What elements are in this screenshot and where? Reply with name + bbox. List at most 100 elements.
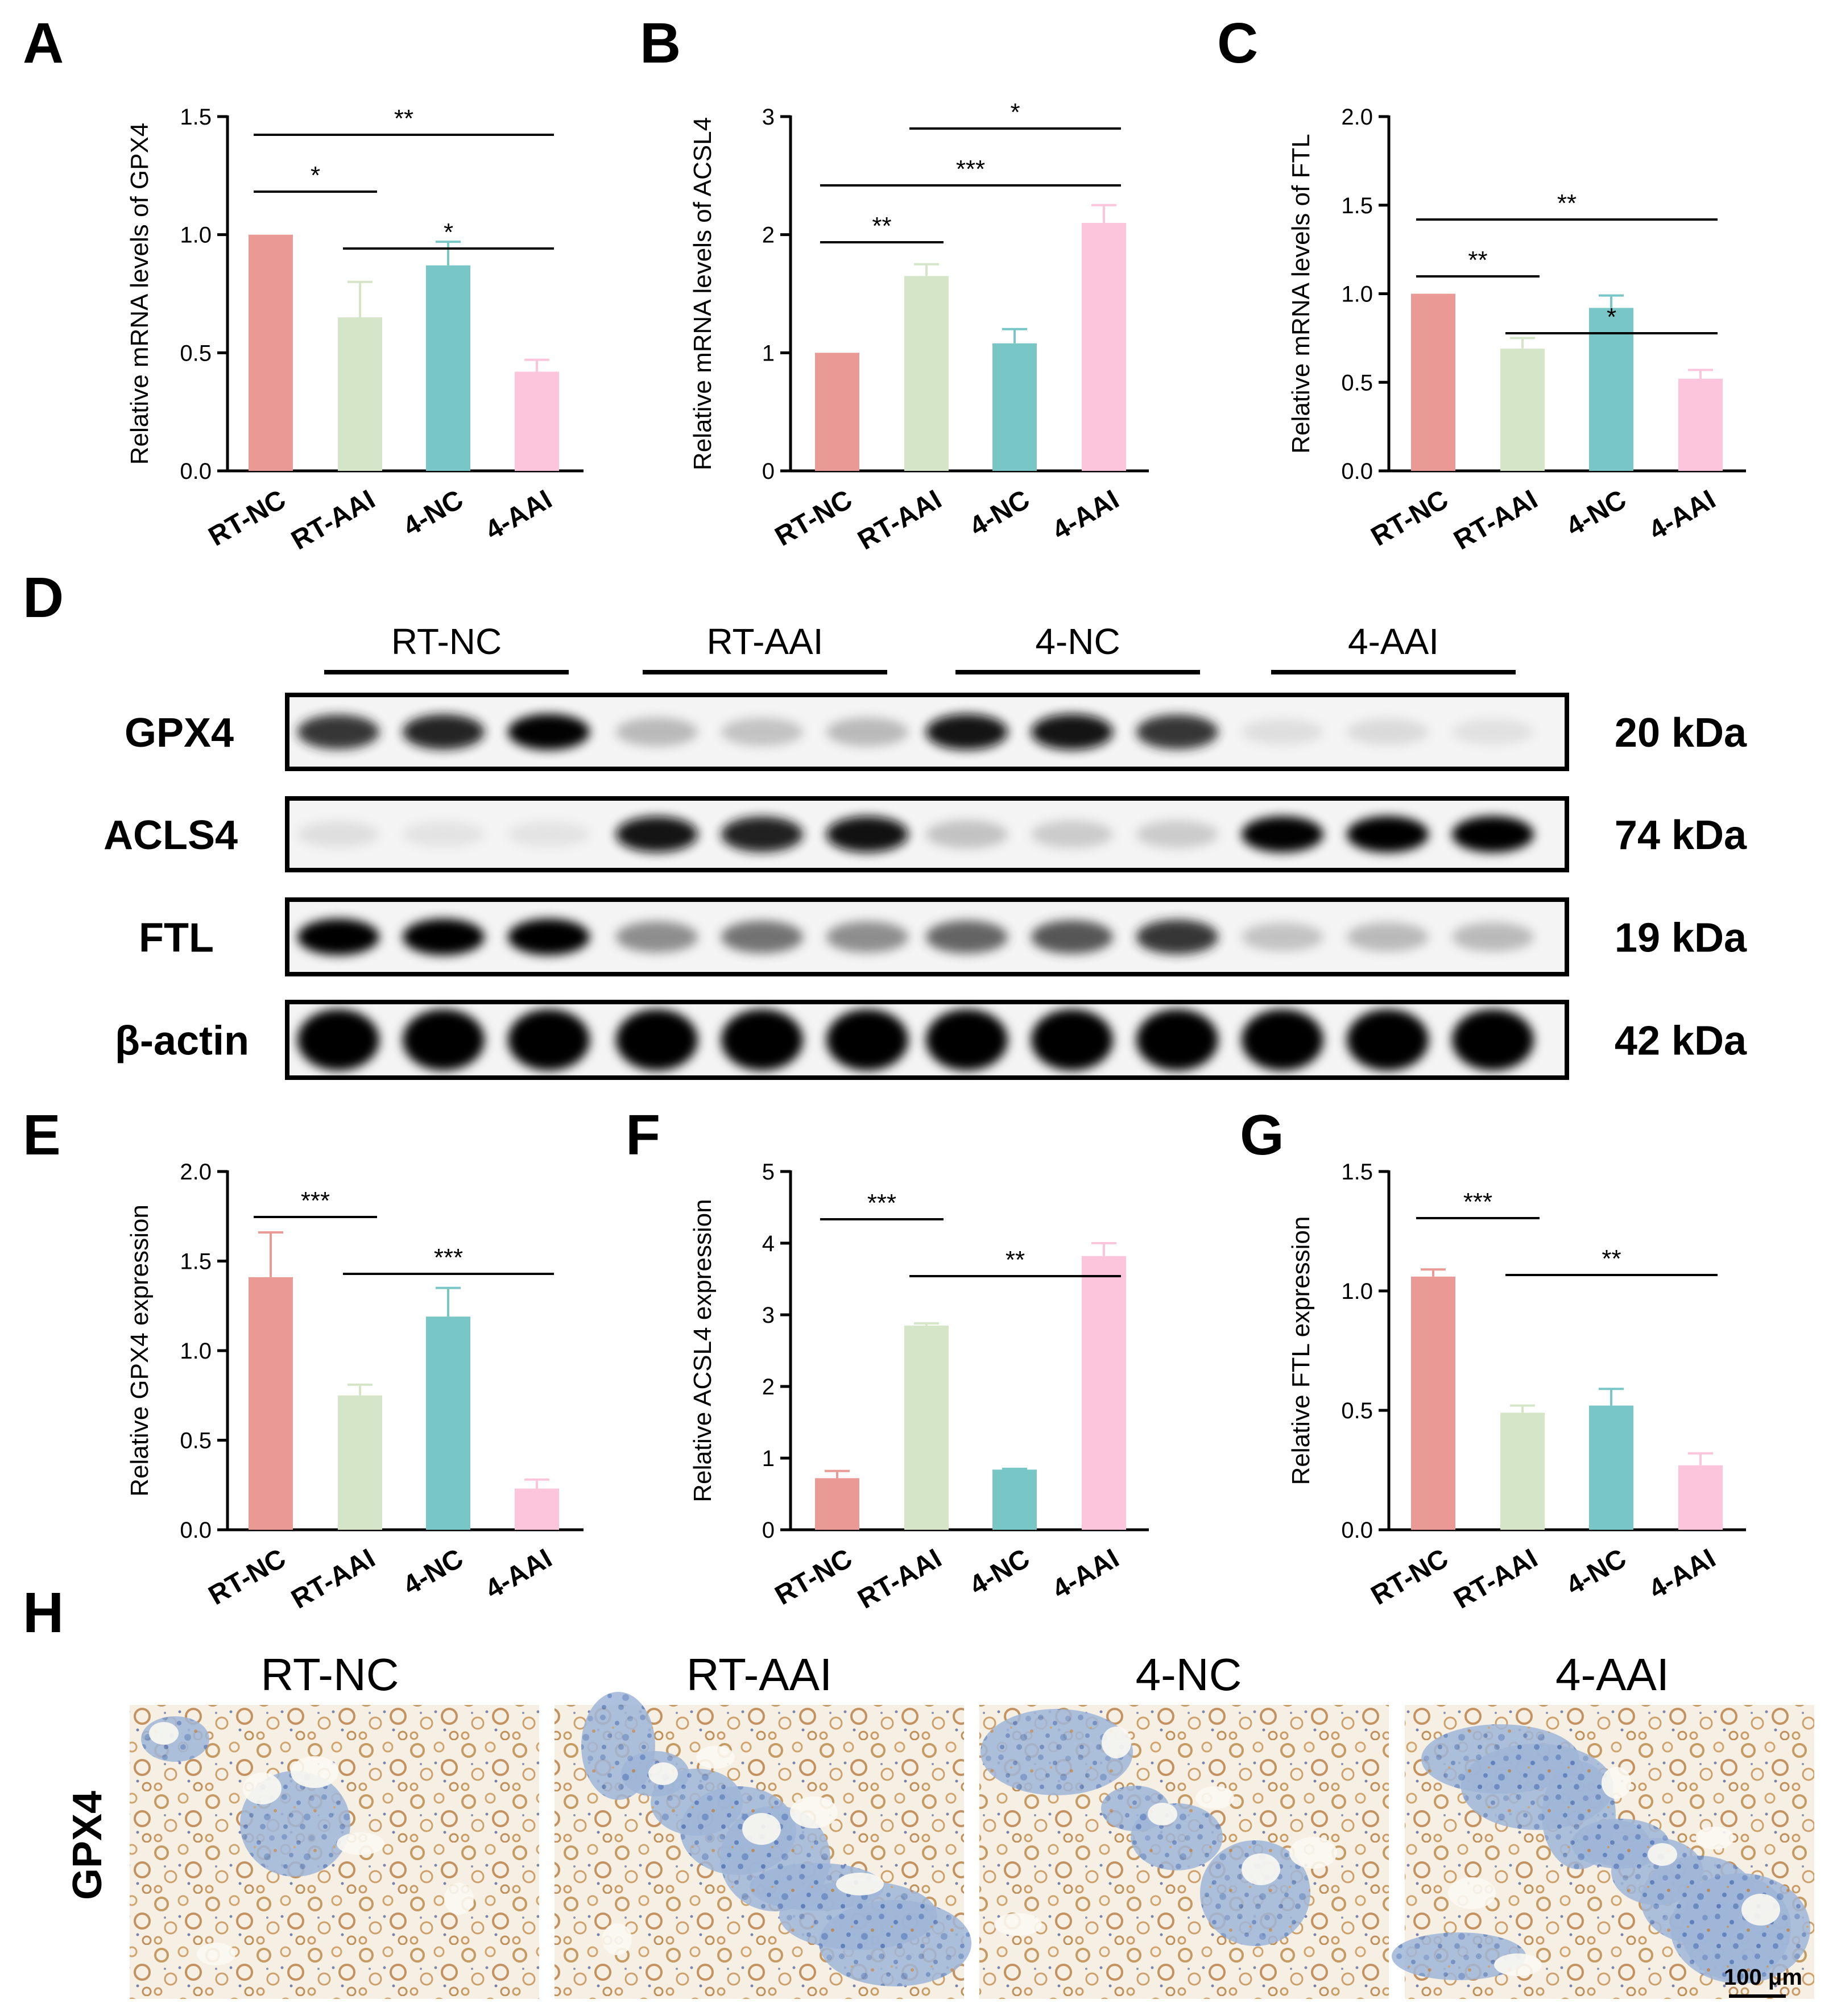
scale-bar-label: 100 μm: [1724, 1965, 1802, 1990]
panel-letter-f: F: [626, 1103, 660, 1167]
ihc-alveolar-space: [1102, 1727, 1131, 1758]
blot-band: [926, 714, 1008, 750]
ihc-column-title: 4-NC: [1136, 1649, 1242, 1700]
x-tick-label: 4-AAI: [1644, 1543, 1720, 1605]
y-tick-label: 0: [762, 459, 775, 484]
y-tick-label: 2: [762, 1375, 775, 1400]
ihc-alveolar-space: [149, 1722, 179, 1745]
blot-band: [826, 816, 908, 852]
significance-label: **: [1557, 189, 1577, 217]
blot-band: [508, 821, 590, 847]
x-tick-label: 4-NC: [965, 485, 1035, 543]
ihc-stain-region: [1392, 1932, 1526, 1980]
bar-rt-nc: [815, 353, 859, 471]
ihc-alveolar-space: [1741, 1894, 1780, 1926]
blot-band: [926, 1009, 1008, 1071]
y-tick-label: 1.0: [1341, 1279, 1373, 1304]
ihc-stain-region: [1200, 1840, 1310, 1946]
significance-label: ***: [1463, 1188, 1492, 1216]
blot-band: [926, 820, 1008, 848]
ihc-alveolar-space: [197, 1943, 235, 1965]
y-tick-label: 0.0: [1341, 1518, 1373, 1543]
bar-chart-ftl-protein: 0.0 0.5 1.0 1.5 Relative FTL expression RT-NC…: [1287, 1160, 1746, 1615]
blot-band: [1031, 820, 1113, 848]
ihc-column-title: 4-AAI: [1555, 1649, 1669, 1700]
ihc-alveolar-space: [1289, 1837, 1337, 1869]
blot-band: [616, 1009, 698, 1071]
x-tick-label: 4-NC: [398, 1543, 469, 1601]
x-tick-label: 4-NC: [965, 1543, 1035, 1601]
blot-band: [1452, 922, 1534, 951]
y-tick-label: 0.5: [180, 341, 212, 366]
x-tick-label: RT-NC: [1366, 1543, 1454, 1611]
significance-label: ***: [301, 1187, 330, 1215]
ihc-alveolar-space: [1242, 1853, 1280, 1885]
blot-band: [721, 718, 803, 746]
ihc-column-title: RT-AAI: [686, 1649, 832, 1700]
ihc-alveolar-space: [602, 1923, 632, 1955]
y-tick-label: 1: [762, 341, 775, 366]
blot-band: [721, 816, 803, 852]
bar-rt-nc: [1411, 1276, 1455, 1530]
y-tick-label: 3: [762, 105, 775, 130]
significance-label: ***: [434, 1244, 463, 1272]
ihc-alveolar-space: [648, 1762, 678, 1785]
significance-label: **: [1006, 1246, 1025, 1274]
y-axis-title: Relative mRNA levels of FTL: [1287, 134, 1315, 453]
blot-band: [508, 1009, 590, 1071]
blot-band: [297, 918, 379, 955]
blot-band: [616, 816, 698, 852]
y-tick-label: 0: [762, 1518, 775, 1543]
blot-band: [403, 1009, 485, 1071]
blot-band: [1031, 1009, 1113, 1071]
bar-chart-gpx4-protein: 0.0 0.5 1.0 1.5 2.0 Relative GPX4 expression R…: [126, 1160, 584, 1615]
x-tick-label: RT-NC: [770, 1543, 858, 1611]
ihc-alveolar-space: [1448, 1877, 1496, 1909]
y-tick-label: 0.5: [180, 1429, 212, 1454]
blot-band: [1347, 816, 1429, 852]
blot-band: [1136, 920, 1218, 954]
y-axis-title: Relative mRNA levels of ACSL4: [689, 117, 717, 470]
molecular-weight-label: 20 kDa: [1615, 710, 1747, 756]
protein-label: ACLS4: [104, 813, 238, 858]
blot-band: [616, 717, 698, 747]
ihc-alveolar-space: [243, 1773, 282, 1804]
protein-label: FTL: [139, 916, 214, 961]
y-tick-label: 2.0: [180, 1160, 212, 1185]
bar-rt-aai: [338, 1395, 382, 1530]
y-tick-label: 4: [762, 1231, 775, 1256]
y-tick-label: 1.0: [180, 1339, 212, 1364]
bar-4-aai: [515, 371, 559, 471]
blot-band: [926, 920, 1008, 954]
bar-rt-aai: [1500, 1413, 1545, 1530]
ihc-stain-region: [1421, 1724, 1579, 1794]
x-tick-label: RT-NC: [204, 485, 291, 552]
blot-band: [297, 1009, 379, 1071]
significance-label: **: [394, 105, 413, 133]
y-tick-label: 1: [762, 1446, 775, 1471]
blot-band: [616, 921, 698, 953]
x-tick-label: RT-AAI: [1449, 1543, 1542, 1615]
blot-band: [1242, 1009, 1323, 1071]
y-tick-label: 0.5: [1341, 1398, 1373, 1423]
blot-band: [508, 714, 590, 750]
bar-4-nc: [426, 265, 470, 471]
blot-group-label: RT-NC: [391, 621, 502, 662]
panel-letter-e: E: [23, 1103, 61, 1167]
ihc-alveolar-space: [742, 1813, 781, 1845]
significance-label: **: [1602, 1245, 1621, 1273]
x-tick-label: RT-AAI: [1449, 485, 1542, 556]
bar-rt-aai: [904, 1325, 949, 1530]
blot-band: [1242, 922, 1323, 951]
blot-band: [1347, 922, 1429, 951]
blot-band: [403, 714, 485, 750]
blot-band: [826, 717, 908, 747]
x-tick-label: RT-AAI: [853, 1543, 946, 1615]
bar-4-nc: [1589, 308, 1633, 471]
ihc-alveolar-space: [836, 1873, 884, 1895]
blot-band: [1242, 816, 1323, 852]
x-tick-label: RT-AAI: [286, 1543, 380, 1615]
blot-band: [1347, 718, 1429, 746]
y-tick-label: 1.5: [1341, 193, 1373, 218]
blot-band: [1031, 714, 1113, 750]
